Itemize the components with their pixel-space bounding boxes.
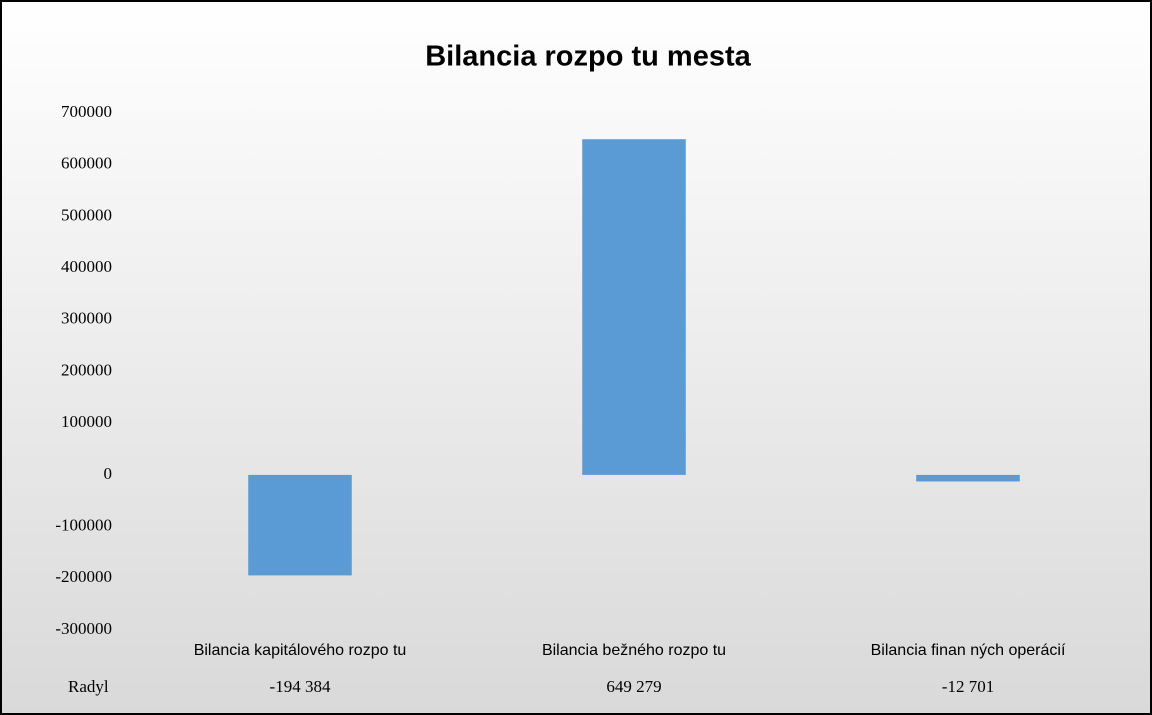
- y-tick-label: 400000: [61, 257, 112, 276]
- y-tick-label: 100000: [61, 412, 112, 431]
- y-tick-label: 500000: [61, 205, 112, 224]
- x-tick-label: Bilancia finan ných operácií: [871, 642, 1066, 659]
- y-tick-label: 600000: [61, 154, 112, 173]
- x-tick-label: Bilancia bežného rozpo tu: [542, 642, 726, 659]
- y-tick-label: -300000: [55, 619, 112, 638]
- bar: [582, 139, 686, 475]
- table-value: -12 701: [942, 677, 994, 696]
- chart-title: Bilancia rozpo tu mesta: [425, 41, 751, 73]
- y-tick-label: -200000: [55, 567, 112, 586]
- table-value: -194 384: [270, 677, 331, 696]
- y-tick-label: 700000: [61, 102, 112, 121]
- y-tick-label: -100000: [55, 516, 112, 535]
- table-value: 649 279: [606, 677, 661, 696]
- y-tick-label: 200000: [61, 360, 112, 379]
- table-row-label: Radyl: [68, 677, 109, 696]
- bar: [248, 474, 352, 576]
- y-tick-label: 300000: [61, 309, 112, 328]
- x-tick-label: Bilancia kapitálového rozpo tu: [194, 642, 407, 659]
- bar: [916, 474, 1020, 482]
- y-tick-label: 0: [104, 464, 113, 483]
